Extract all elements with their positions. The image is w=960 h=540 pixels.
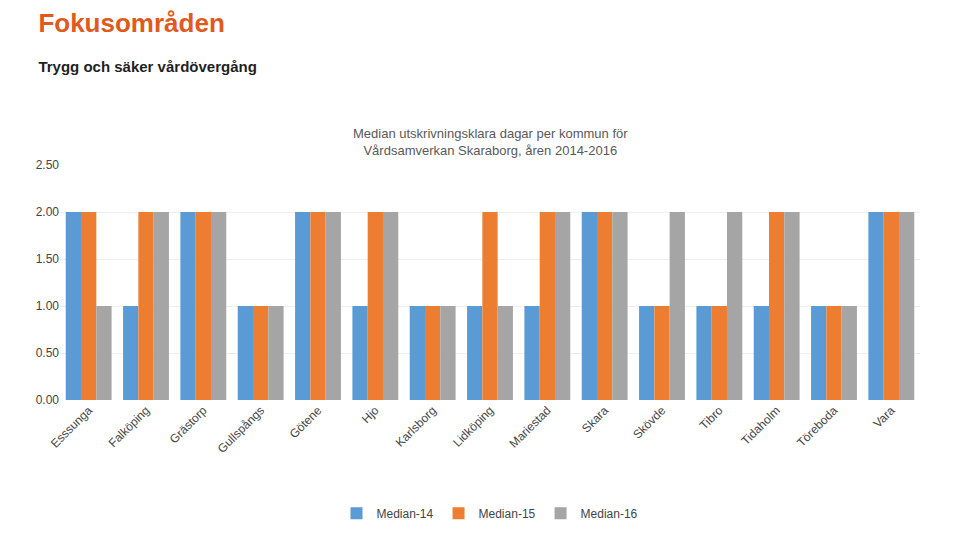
svg-text:Mariestad: Mariestad <box>507 403 554 450</box>
svg-text:Trygg och säker vårdövergång: Trygg och säker vårdövergång <box>38 58 256 75</box>
svg-text:Götene: Götene <box>287 403 325 441</box>
svg-text:1.50: 1.50 <box>36 252 60 266</box>
svg-text:Median utskrivningsklara dagar: Median utskrivningsklara dagar per kommu… <box>353 126 628 158</box>
svg-text:Gullspångs: Gullspångs <box>215 403 267 455</box>
svg-text:Tidaholm: Tidaholm <box>739 403 783 447</box>
svg-text:Tibro: Tibro <box>697 403 726 432</box>
svg-text:Lidköping: Lidköping <box>450 403 496 449</box>
svg-text:Median-14: Median-14 <box>377 507 434 521</box>
svg-text:Töreboda: Töreboda <box>794 403 840 449</box>
svg-text:1.00: 1.00 <box>36 299 60 313</box>
svg-text:Falköping: Falköping <box>106 403 153 450</box>
svg-text:Median-15: Median-15 <box>479 507 536 521</box>
svg-text:0.00: 0.00 <box>36 393 60 407</box>
svg-text:Skövde: Skövde <box>630 403 668 441</box>
svg-text:Karlsborg: Karlsborg <box>393 403 439 449</box>
svg-text:2.50: 2.50 <box>36 158 60 172</box>
svg-text:2.00: 2.00 <box>36 205 60 219</box>
svg-text:Grästorp: Grästorp <box>167 403 210 446</box>
svg-text:Esssunga: Esssunga <box>48 403 95 450</box>
svg-text:Fokusområden: Fokusområden <box>38 8 224 38</box>
svg-text:Median-16: Median-16 <box>581 507 638 521</box>
svg-text:Skara: Skara <box>579 403 611 435</box>
svg-text:0.50: 0.50 <box>36 346 60 360</box>
svg-text:Vara: Vara <box>870 403 897 430</box>
svg-text:Hjo: Hjo <box>359 403 382 426</box>
